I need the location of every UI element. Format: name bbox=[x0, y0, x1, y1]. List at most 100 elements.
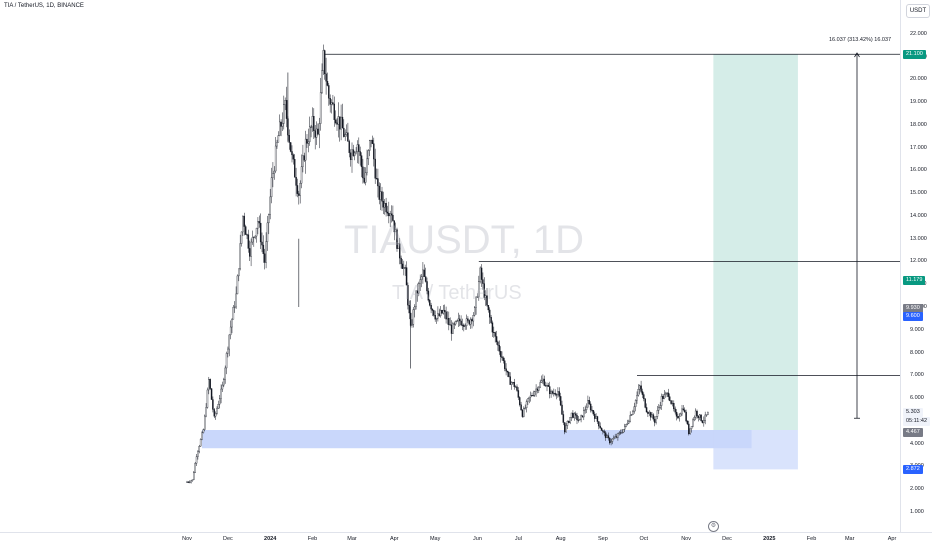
candle-body bbox=[559, 396, 562, 406]
candle-body bbox=[520, 404, 522, 411]
candle bbox=[448, 311, 450, 331]
candle-body bbox=[328, 85, 330, 99]
candle-body bbox=[225, 353, 228, 369]
candle-body bbox=[580, 415, 582, 420]
time-tick: Jul bbox=[514, 536, 522, 542]
candle-body bbox=[416, 290, 419, 294]
candle-body bbox=[373, 143, 375, 160]
candle bbox=[674, 406, 676, 415]
candle-body bbox=[550, 391, 552, 395]
candle bbox=[457, 312, 460, 328]
candle-body bbox=[542, 378, 544, 381]
candle-body bbox=[448, 318, 450, 325]
candle bbox=[648, 410, 650, 416]
candle-body bbox=[441, 310, 443, 314]
candle bbox=[349, 149, 352, 167]
candle bbox=[370, 139, 372, 148]
candle bbox=[615, 433, 618, 439]
candle-body bbox=[385, 203, 387, 213]
candle bbox=[438, 308, 440, 317]
candle-body bbox=[276, 142, 278, 147]
candle-body bbox=[585, 406, 588, 410]
candle bbox=[444, 304, 446, 319]
candle-body bbox=[474, 307, 476, 316]
price-label: 9.930 bbox=[903, 304, 923, 314]
candle bbox=[675, 409, 678, 421]
price-tick: 18.000 bbox=[910, 121, 927, 128]
candle bbox=[435, 317, 438, 324]
candle bbox=[307, 128, 310, 153]
candle bbox=[489, 307, 491, 324]
candle bbox=[299, 180, 301, 204]
candle-body bbox=[311, 116, 314, 128]
candle-body bbox=[528, 396, 530, 399]
candle-body bbox=[446, 318, 449, 320]
price-tick: 22.000 bbox=[910, 30, 927, 37]
candle-body bbox=[568, 421, 570, 423]
candle-body bbox=[497, 341, 499, 346]
candle-body bbox=[478, 281, 480, 298]
candle bbox=[634, 399, 637, 412]
time-tick: Apr bbox=[389, 536, 399, 542]
candle-body bbox=[604, 432, 607, 438]
candle-body bbox=[370, 139, 372, 141]
candle bbox=[453, 321, 455, 330]
candle bbox=[227, 346, 229, 358]
candle bbox=[508, 371, 510, 378]
candle-body bbox=[186, 481, 188, 483]
candle-body bbox=[469, 319, 472, 325]
candle bbox=[454, 320, 457, 326]
candle-body bbox=[198, 446, 200, 452]
candle bbox=[696, 409, 698, 419]
candle bbox=[364, 167, 367, 186]
candle bbox=[199, 438, 202, 447]
candle bbox=[637, 384, 640, 397]
candle-body bbox=[536, 388, 539, 391]
candle-body bbox=[701, 420, 704, 423]
candle-body bbox=[404, 267, 406, 269]
candle-body bbox=[274, 145, 277, 172]
candle bbox=[388, 201, 390, 224]
time-tick: Apr bbox=[887, 536, 897, 542]
candle-body bbox=[390, 213, 393, 216]
candle-body bbox=[486, 295, 488, 306]
candle-body bbox=[291, 151, 293, 156]
candle-body bbox=[367, 150, 370, 160]
time-axis-settings-icon[interactable]: ⚙ bbox=[708, 521, 719, 532]
candle bbox=[487, 305, 490, 313]
candle bbox=[540, 375, 543, 383]
candle-body bbox=[288, 134, 290, 143]
candle-body bbox=[570, 412, 573, 418]
candle bbox=[341, 103, 344, 129]
currency-button[interactable]: USDT bbox=[906, 4, 930, 18]
candle bbox=[247, 229, 250, 253]
candle-body bbox=[277, 135, 280, 143]
candle bbox=[310, 124, 312, 138]
candle-body bbox=[539, 382, 541, 388]
time-tick: Nov bbox=[182, 536, 192, 542]
candle bbox=[262, 235, 265, 263]
candle-body bbox=[206, 389, 209, 408]
candle bbox=[673, 400, 675, 412]
candle bbox=[700, 414, 702, 422]
candle bbox=[288, 129, 290, 150]
candle bbox=[393, 220, 395, 241]
candle bbox=[258, 215, 260, 228]
time-tick: Jun bbox=[473, 536, 482, 542]
candle bbox=[371, 135, 374, 145]
candle bbox=[445, 306, 447, 324]
candle bbox=[589, 401, 592, 413]
candle bbox=[355, 147, 357, 155]
candle bbox=[581, 415, 584, 418]
price-tick: 13.000 bbox=[910, 235, 927, 242]
candle bbox=[311, 107, 314, 132]
candle bbox=[572, 410, 574, 419]
candle bbox=[401, 259, 404, 270]
candle bbox=[509, 372, 511, 385]
candle bbox=[633, 402, 635, 414]
candle bbox=[523, 406, 525, 418]
candle-body bbox=[547, 384, 550, 387]
candle bbox=[206, 387, 209, 409]
candle-body bbox=[498, 345, 500, 352]
